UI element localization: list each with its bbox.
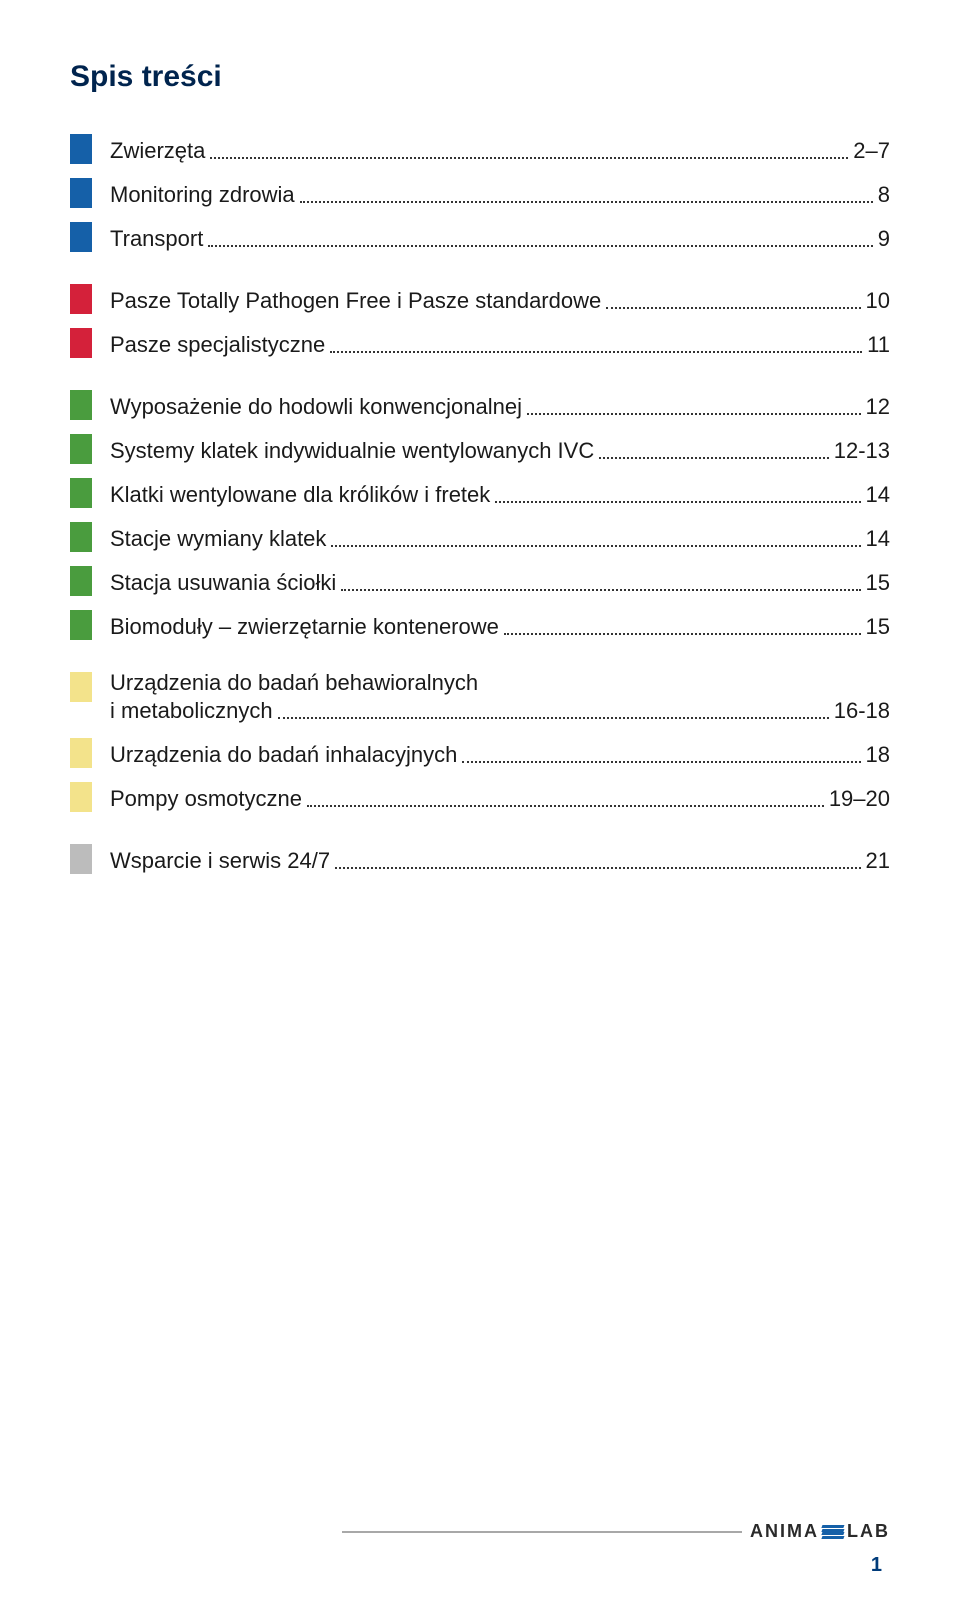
color-swatch-blue [70, 222, 92, 252]
color-swatch-blue [70, 178, 92, 208]
color-swatch-grey [70, 844, 92, 874]
footer-line [342, 1531, 742, 1533]
toc-page: 15 [866, 570, 890, 596]
toc-label: Pompy osmotyczne [110, 786, 302, 812]
color-swatch-yellow [70, 738, 92, 768]
toc-page: 15 [866, 614, 890, 640]
color-swatch-red [70, 328, 92, 358]
toc-label: Wsparcie i serwis 24/7 [110, 848, 330, 874]
toc-group-1: Zwierzęta 2–7 Monitoring zdrowia 8 Trans… [70, 132, 890, 252]
color-swatch-yellow [70, 782, 92, 812]
toc-row: Pompy osmotyczne 19–20 [70, 780, 890, 812]
toc-group-4: Urządzenia do badań behawioralnych i met… [70, 670, 890, 812]
toc-row: Pasze specjalistyczne 11 [70, 326, 890, 358]
logo: ANIMA LAB [742, 1521, 890, 1542]
toc-row: Klatki wentylowane dla królików i fretek… [70, 476, 890, 508]
toc-group-5: Wsparcie i serwis 24/7 21 [70, 842, 890, 874]
toc-row: Systemy klatek indywidualnie wentylowany… [70, 432, 890, 464]
toc-label: Stacje wymiany klatek [110, 526, 326, 552]
toc-dots [208, 245, 872, 247]
logo-text-anima: ANIMA [750, 1521, 819, 1542]
toc-label: Systemy klatek indywidualnie wentylowany… [110, 438, 594, 464]
toc-row: Wyposażenie do hodowli konwencjonalnej 1… [70, 388, 890, 420]
toc-label: Urządzenia do badań inhalacyjnych [110, 742, 457, 768]
toc-label-line1: Urządzenia do badań behawioralnych [110, 670, 890, 696]
toc-label: Monitoring zdrowia [110, 182, 295, 208]
table-of-contents: Zwierzęta 2–7 Monitoring zdrowia 8 Trans… [70, 132, 890, 874]
toc-multiline-text: Urządzenia do badań behawioralnych i met… [110, 670, 890, 724]
toc-dots [462, 761, 860, 763]
toc-dots [606, 307, 860, 309]
color-swatch-green [70, 390, 92, 420]
toc-label: Klatki wentylowane dla królików i fretek [110, 482, 490, 508]
logo-text-lab: LAB [847, 1521, 890, 1542]
toc-dots [210, 157, 848, 159]
toc-page: 21 [866, 848, 890, 874]
toc-label: Stacja usuwania ściołki [110, 570, 336, 596]
toc-dots [300, 201, 873, 203]
toc-dots [331, 545, 860, 547]
color-swatch-green [70, 478, 92, 508]
toc-label-line2-row: i metabolicznych 16-18 [110, 696, 890, 724]
toc-page: 8 [878, 182, 890, 208]
toc-dots [599, 457, 829, 459]
toc-row: Stacje wymiany klatek 14 [70, 520, 890, 552]
toc-row: Urządzenia do badań inhalacyjnych 18 [70, 736, 890, 768]
toc-page: 14 [866, 482, 890, 508]
toc-label: Transport [110, 226, 203, 252]
toc-group-3: Wyposażenie do hodowli konwencjonalnej 1… [70, 388, 890, 640]
toc-page: 12-13 [834, 438, 890, 464]
toc-row: Biomoduły – zwierzętarnie kontenerowe 15 [70, 608, 890, 640]
toc-page: 18 [866, 742, 890, 768]
toc-dots [330, 351, 862, 353]
toc-row: Pasze Totally Pathogen Free i Pasze stan… [70, 282, 890, 314]
color-swatch-green [70, 610, 92, 640]
toc-row: Wsparcie i serwis 24/7 21 [70, 842, 890, 874]
toc-dots [307, 805, 824, 807]
color-swatch-green [70, 522, 92, 552]
toc-label: Zwierzęta [110, 138, 205, 164]
color-swatch-green [70, 434, 92, 464]
toc-row: Transport 9 [70, 220, 890, 252]
toc-dots [341, 589, 860, 591]
toc-dots [335, 867, 860, 869]
toc-dots [504, 633, 861, 635]
toc-page: 19–20 [829, 786, 890, 812]
color-swatch-blue [70, 134, 92, 164]
toc-page: 9 [878, 226, 890, 252]
logo-stripes-icon [822, 1525, 844, 1538]
toc-row: Stacja usuwania ściołki 15 [70, 564, 890, 596]
color-swatch-yellow [70, 672, 92, 702]
color-swatch-red [70, 284, 92, 314]
toc-page: 10 [866, 288, 890, 314]
document-page: Spis treści Zwierzęta 2–7 Monitoring zdr… [0, 0, 960, 1612]
toc-page: 16-18 [834, 698, 890, 724]
toc-page: 2–7 [853, 138, 890, 164]
page-title: Spis treści [70, 60, 890, 94]
toc-label: Pasze specjalistyczne [110, 332, 325, 358]
footer-bar: ANIMA LAB [342, 1521, 890, 1542]
toc-page: 12 [866, 394, 890, 420]
toc-label: Biomoduły – zwierzętarnie kontenerowe [110, 614, 499, 640]
page-number: 1 [871, 1554, 882, 1577]
toc-label: Wyposażenie do hodowli konwencjonalnej [110, 394, 522, 420]
toc-group-2: Pasze Totally Pathogen Free i Pasze stan… [70, 282, 890, 358]
toc-row-multiline: Urządzenia do badań behawioralnych i met… [70, 670, 890, 724]
toc-page: 14 [866, 526, 890, 552]
toc-row: Zwierzęta 2–7 [70, 132, 890, 164]
toc-label: Pasze Totally Pathogen Free i Pasze stan… [110, 288, 601, 314]
color-swatch-green [70, 566, 92, 596]
toc-label-line2: i metabolicznych [110, 698, 273, 724]
toc-row: Monitoring zdrowia 8 [70, 176, 890, 208]
toc-dots [527, 413, 861, 415]
toc-dots [278, 717, 829, 719]
toc-page: 11 [867, 332, 890, 358]
toc-dots [495, 501, 860, 503]
